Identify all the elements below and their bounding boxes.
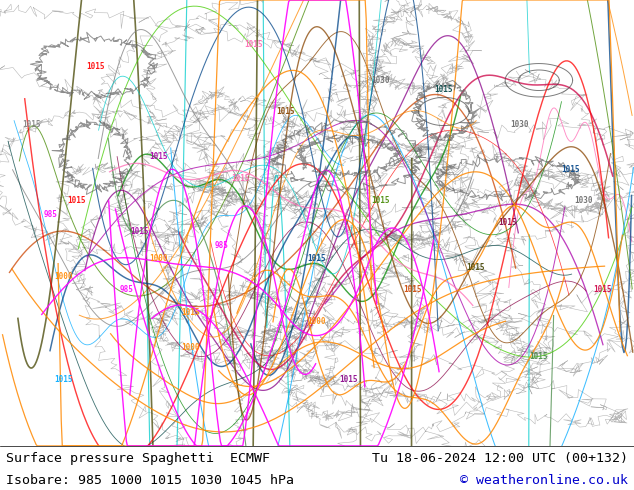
Text: 1015: 1015 [67, 196, 86, 205]
Text: 1030: 1030 [574, 196, 593, 205]
Text: Isobare: 985 1000 1015 1030 1045 hPa: Isobare: 985 1000 1015 1030 1045 hPa [6, 474, 294, 487]
Text: 1000: 1000 [307, 317, 327, 325]
Text: 1015: 1015 [339, 374, 358, 384]
Text: 1030: 1030 [371, 76, 390, 85]
Text: 1015: 1015 [149, 151, 168, 161]
Text: 1015: 1015 [529, 352, 548, 361]
Text: 985: 985 [44, 210, 58, 219]
Text: 1015: 1015 [231, 174, 250, 183]
Text: 1000: 1000 [181, 343, 200, 352]
Text: 1015: 1015 [181, 308, 200, 317]
Text: Tu 18-06-2024 12:00 UTC (00+132): Tu 18-06-2024 12:00 UTC (00+132) [372, 452, 628, 465]
Text: 1015: 1015 [54, 374, 73, 384]
Text: 1030: 1030 [510, 121, 529, 129]
Text: 1000: 1000 [149, 254, 168, 263]
Text: 1015: 1015 [593, 285, 612, 294]
Text: 1015: 1015 [130, 227, 149, 236]
Text: © weatheronline.co.uk: © weatheronline.co.uk [460, 474, 628, 487]
Text: 1015: 1015 [434, 85, 453, 94]
Text: 1015: 1015 [403, 285, 422, 294]
Text: 1015: 1015 [244, 40, 263, 49]
Text: 1015: 1015 [498, 219, 517, 227]
Text: 1000: 1000 [54, 272, 73, 281]
Text: 985: 985 [120, 285, 134, 294]
Text: 1015: 1015 [466, 263, 485, 272]
Text: 1015: 1015 [86, 62, 105, 72]
Text: 1015: 1015 [561, 165, 580, 174]
Text: 1015: 1015 [276, 107, 295, 116]
Text: 1015: 1015 [371, 196, 390, 205]
Text: 1015: 1015 [307, 254, 327, 263]
Text: Surface pressure Spaghetti  ECMWF: Surface pressure Spaghetti ECMWF [6, 452, 270, 465]
Text: 1015: 1015 [22, 121, 41, 129]
Text: 985: 985 [215, 241, 229, 250]
